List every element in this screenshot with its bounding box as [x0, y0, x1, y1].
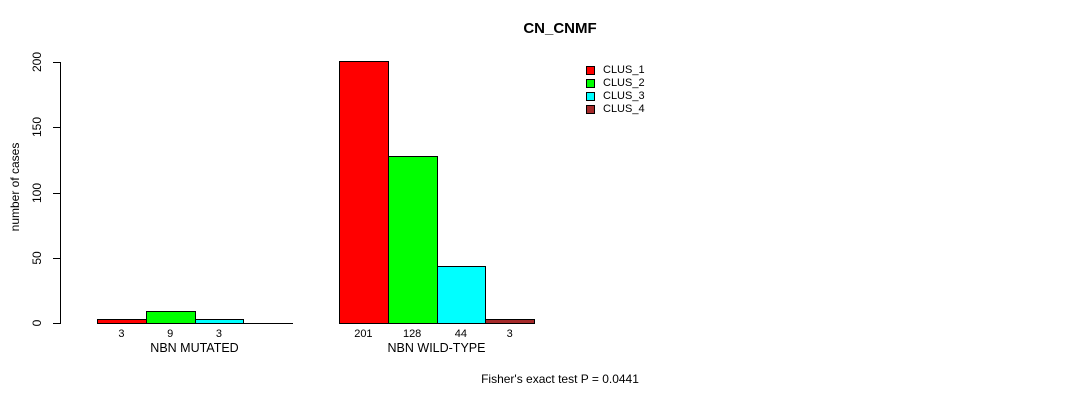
x-category-label: NBN MUTATED	[150, 341, 239, 355]
y-tick	[53, 257, 60, 259]
legend-swatch-clus-4	[586, 105, 595, 114]
zero-bar-clus-4-group1	[243, 323, 293, 324]
bar-clus-1-group2	[339, 60, 389, 324]
y-axis-label: number of cases	[8, 142, 22, 232]
y-tick-label: 150	[30, 117, 44, 138]
fisher-test-annotation: Fisher's exact test P = 0.0441	[481, 372, 639, 386]
bar-clus-4-group2	[485, 319, 535, 324]
legend-label-clus-2: CLUS_2	[603, 77, 645, 89]
bar-value-label: 201	[354, 328, 373, 340]
y-tick-label: 100	[30, 182, 44, 203]
bar-clus-1-group1	[97, 319, 147, 324]
legend-label-clus-1: CLUS_1	[603, 64, 645, 76]
y-tick	[53, 62, 60, 63]
bar-value-label: 3	[506, 328, 513, 340]
legend-swatch-clus-2	[586, 79, 595, 88]
bar-value-label: 44	[454, 328, 467, 340]
chart-title: CN_CNMF	[523, 20, 597, 37]
y-tick-label: 200	[30, 51, 44, 73]
y-tick-label: 0	[30, 319, 44, 327]
bar-clus-3-group2	[436, 265, 487, 324]
y-axis-line	[60, 62, 61, 324]
bar-clus-3-group1	[194, 319, 245, 324]
legend-swatch-clus-1	[586, 66, 595, 75]
bar-clus-2-group2	[387, 155, 438, 324]
y-tick	[53, 192, 60, 194]
legend-label-clus-4: CLUS_4	[603, 103, 645, 115]
bar-value-label: 9	[167, 328, 174, 340]
bar-value-label: 3	[118, 328, 125, 340]
y-tick	[53, 323, 60, 324]
legend-swatch-clus-3	[586, 92, 595, 101]
legend-label-clus-3: CLUS_3	[603, 90, 645, 102]
y-tick-label: 50	[30, 251, 44, 265]
bar-value-label: 128	[402, 328, 422, 340]
bar-value-label: 3	[215, 328, 222, 340]
bar-clus-2-group1	[145, 311, 196, 324]
y-tick	[53, 127, 60, 129]
x-category-label: NBN WILD-TYPE	[387, 341, 486, 355]
